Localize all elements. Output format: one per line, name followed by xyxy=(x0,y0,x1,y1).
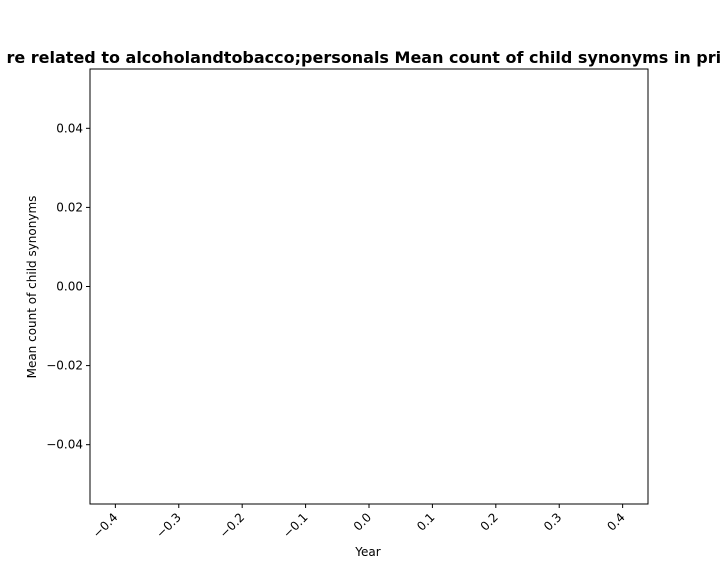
x-tick-label: −0.2 xyxy=(217,510,248,541)
chart-title: re related to alcoholandtobacco;personal… xyxy=(6,48,720,67)
x-axis-label: Year xyxy=(354,545,380,559)
x-tick-label: −0.3 xyxy=(153,510,184,541)
x-tick-label: −0.1 xyxy=(280,510,311,541)
x-tick-label: 0.4 xyxy=(604,510,627,533)
x-tick-label: 0.3 xyxy=(541,510,564,533)
y-tick-label: 0.02 xyxy=(56,200,83,214)
y-axis-label: Mean count of child synonyms xyxy=(25,196,39,379)
y-tick-label: −0.04 xyxy=(46,438,83,452)
y-tick-label: 0.04 xyxy=(56,121,83,135)
y-tick-label: 0.00 xyxy=(56,280,83,294)
plot-area xyxy=(89,68,649,505)
x-axis-ticks: −0.4 −0.3 −0.2 −0.1 0.0 0.1 0.2 0.3 0.4 xyxy=(90,504,628,541)
x-tick-label: 0.2 xyxy=(478,510,501,533)
x-tick-label: 0.1 xyxy=(414,510,437,533)
x-tick-label: −0.4 xyxy=(90,510,121,541)
y-axis-ticks: 0.04 0.02 0.00 −0.02 −0.04 xyxy=(46,121,90,452)
x-tick-label: 0.0 xyxy=(351,510,374,533)
y-tick-label: −0.02 xyxy=(46,359,83,373)
